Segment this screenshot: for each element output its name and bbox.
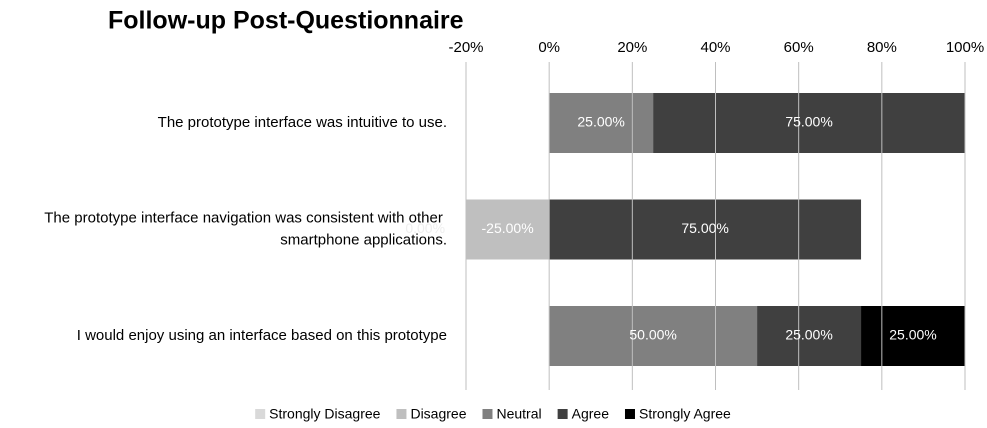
data-label: 0.00% xyxy=(405,220,445,236)
legend-label: Disagree xyxy=(410,406,466,422)
legend-label: Agree xyxy=(572,406,610,422)
data-label: 25.00% xyxy=(577,114,624,130)
data-label: 25.00% xyxy=(889,327,936,343)
legend: Strongly Disagree Disagree Neutral Agree Str… xyxy=(255,406,731,422)
bar-segment xyxy=(653,93,965,153)
plot-area xyxy=(466,93,965,366)
x-tick-label: -20% xyxy=(448,39,483,56)
chart-title: Follow-up Post-Questionnaire xyxy=(108,7,464,35)
bar-segment xyxy=(757,306,862,366)
bar-segment xyxy=(549,199,862,260)
legend-swatch xyxy=(624,409,635,419)
x-tick-label: 100% xyxy=(946,39,984,56)
data-label: -25.00% xyxy=(482,220,534,236)
category-label: The prototype interface was intuitive to… xyxy=(158,114,447,131)
legend-swatch xyxy=(396,409,407,419)
x-tick-label: 80% xyxy=(867,39,897,56)
legend-label: Strongly Disagree xyxy=(269,406,380,422)
data-label: 75.00% xyxy=(681,220,728,236)
bar-segment xyxy=(549,306,758,366)
legend-swatch xyxy=(557,409,568,419)
x-tick-label: 40% xyxy=(700,39,730,56)
data-label: 25.00% xyxy=(785,327,832,343)
bar-segment xyxy=(861,306,965,366)
bar-segment xyxy=(466,199,550,260)
x-tick-label: 20% xyxy=(617,39,647,56)
data-label: 75.00% xyxy=(785,114,832,130)
x-tick-label: 0% xyxy=(538,39,560,56)
data-label: 50.00% xyxy=(629,327,676,343)
legend-swatch xyxy=(255,409,266,419)
bar-segment xyxy=(549,93,654,153)
x-tick-label: 60% xyxy=(784,39,814,56)
legend-swatch xyxy=(482,409,493,419)
category-label: The prototype interface navigation was c… xyxy=(44,209,447,248)
category-label: I would enjoy using an interface based o… xyxy=(77,327,447,344)
legend-label: Neutral xyxy=(496,406,541,422)
legend-label: Strongly Agree xyxy=(639,406,731,422)
